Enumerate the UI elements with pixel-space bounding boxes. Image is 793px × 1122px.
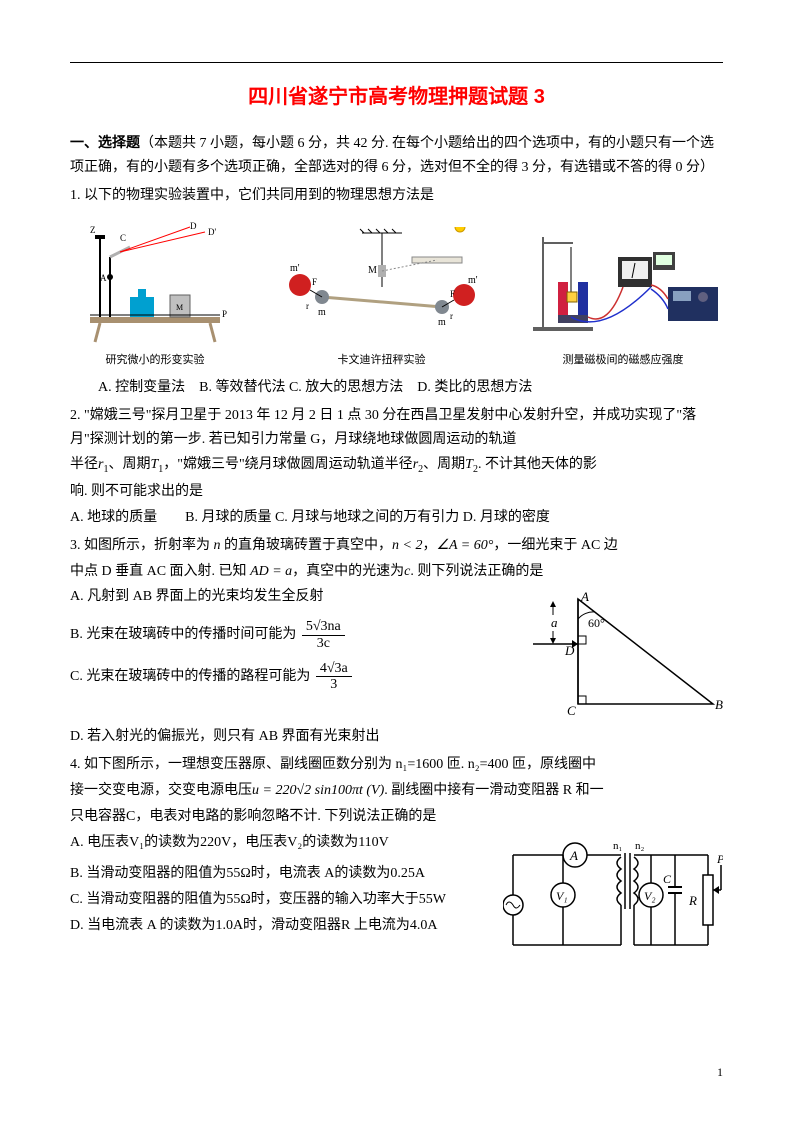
q3-optA-text: A. 凡射到 AB 界面上的光束均发生全反射 <box>70 589 324 604</box>
q3-triangle-figure: A B C D a 60° <box>523 589 723 719</box>
q3-angleA: ∠A = 60° <box>436 538 493 553</box>
q1-diagram-2: M m m m' m' F F r r 卡文迪许 <box>282 227 482 370</box>
q2-optA: A. 地球的质量 <box>70 510 157 525</box>
q1-stem: 1. 以下的物理实验装置中，它们共同用到的物理思想方法是 <box>70 184 723 208</box>
q1-caption-1: 研究微小的形变实验 <box>106 351 205 370</box>
q2-options-line: A. 地球的质量 B. 月球的质量 C. 月球与地球之间的万有引力 D. 月球的… <box>70 506 723 530</box>
magnetic-measurement-svg <box>523 227 723 347</box>
svg-text:M: M <box>176 303 183 312</box>
q3-l2b: ，真空中的光速为 <box>292 564 404 579</box>
q2-line2: 半径r1、周期T1，"嫦娥三号"绕月球做圆周运动轨道半径r2、周期T2. 不计其… <box>70 453 723 478</box>
q4-circuit-figure: A n₁ n₂ V₁ V₂ C P R <box>503 835 723 965</box>
q4-fig-n2: n₂ <box>635 840 645 852</box>
q3-nlt2: n < 2 <box>392 538 422 553</box>
svg-text:C: C <box>120 233 126 243</box>
q4-fig-R: R <box>688 893 697 908</box>
q3-frac2: 4√3a 3 <box>316 661 352 693</box>
q3-l2c: . 则下列说法正确的是 <box>410 564 543 579</box>
q4-fig-C: C <box>663 872 672 886</box>
section-1-heading: 一、选择题 <box>70 136 140 151</box>
q3-frac1: 5√3na 3c <box>302 619 345 651</box>
q1-diagram-1: M A C Z D D' P 研究微小的形变实验 <box>70 217 240 370</box>
q2-l2d: 、周期 <box>423 457 465 472</box>
svg-text:m': m' <box>468 275 478 286</box>
section-1-instructions: （本题共 7 小题，每小题 6 分，共 42 分. 在每个小题给出的四个选项中，… <box>70 136 714 175</box>
q3-frac2-num: 4√3a <box>316 661 352 677</box>
q2-line1: 2. "嫦娥三号"探月卫星于 2013 年 12 月 2 日 1 点 30 分在… <box>70 404 723 452</box>
deformation-experiment-svg: M A C Z D D' P <box>70 217 240 347</box>
q3-optC-pre: C. 光束在玻璃砖中的传播的路程可能为 <box>70 669 310 684</box>
q2-l2e: . 不计其他天体的影 <box>478 457 597 472</box>
q3-line2: 中点 D 垂直 AC 面入射. 已知 AD = a，真空中的光速为c. 则下列说… <box>70 560 723 584</box>
q3-frac1-den: 3c <box>302 636 345 651</box>
q3-l1a: 3. 如图所示，折射率为 <box>70 538 210 553</box>
svg-text:P: P <box>222 309 227 319</box>
q2-l2b: 、周期 <box>108 457 150 472</box>
q3-fig-angle: 60° <box>588 616 605 630</box>
section-1-heading-line: 一、选择题（本题共 7 小题，每小题 6 分，共 42 分. 在每个小题给出的四… <box>70 132 723 180</box>
q4-line2: 接一交变电源，交变电源电压u = 220√2 sin100πt (V). 副线圈… <box>70 779 723 803</box>
page-number: 1 <box>717 1062 723 1082</box>
q1-options: A. 控制变量法 B. 等效替代法 C. 放大的思想方法 D. 类比的思想方法 <box>70 376 723 400</box>
q3-l1c: ， <box>422 538 436 553</box>
exam-title: 四川省遂宁市高考物理押题试题 3 <box>70 80 723 114</box>
svg-text:A: A <box>100 273 107 283</box>
q3-l2a: 中点 D 垂直 AC 面入射. 已知 <box>70 564 247 579</box>
top-rule <box>70 62 723 63</box>
q2-l2c: ，"嫦娥三号"绕月球做圆周运动轨道半径 <box>163 457 412 472</box>
q1-caption-2: 卡文迪许扭秤实验 <box>338 351 426 370</box>
q4-fig-V1: V₁ <box>556 889 568 903</box>
svg-text:Z: Z <box>90 225 96 235</box>
q4-l2b: . 副线圈中接有一滑动变阻器 R 和一 <box>384 783 603 798</box>
q4-fig-A: A <box>569 848 578 863</box>
q3-fig-A: A <box>580 589 589 604</box>
q1-diagram-row: M A C Z D D' P 研究微小的形变实验 <box>70 217 723 370</box>
svg-text:r: r <box>450 311 453 321</box>
svg-text:F: F <box>312 277 317 287</box>
q1-caption-3: 测量磁极间的磁感应强度 <box>563 351 684 370</box>
q3-l1d: ，一细光束于 AC 边 <box>493 538 617 553</box>
svg-text:m: m <box>438 317 446 328</box>
svg-text:D': D' <box>208 227 216 237</box>
q2-l2a: 半径 <box>70 457 98 472</box>
svg-text:r: r <box>306 301 309 311</box>
q3-n: n <box>214 538 221 553</box>
q3-optD: D. 若入射光的偏振光，则只有 AB 界面有光束射出 <box>70 725 723 749</box>
q4-line1: 4. 如下图所示，一理想变压器原、副线圈匝数分别为 n₁=1600 匝. n₂=… <box>70 753 723 777</box>
q3-frac1-num: 5√3na <box>302 619 345 635</box>
q4-fig-V2: V₂ <box>644 889 656 903</box>
q3-frac2-den: 3 <box>316 677 352 692</box>
cavendish-experiment-svg: M m m m' m' F F r r <box>282 227 482 347</box>
q4-l2a: 接一交变电源，交变电源电压 <box>70 783 252 798</box>
svg-text:m': m' <box>290 263 300 274</box>
q3-fig-D: D <box>564 643 575 658</box>
q4-line3: 只电容器C，电表对电路的影响忽略不计. 下列说法正确的是 <box>70 805 723 829</box>
q3-fig-B: B <box>715 697 723 712</box>
q3-fig-a: a <box>551 615 558 630</box>
q4-u-expr: u = 220√2 sin100πt (V) <box>252 783 384 798</box>
q4-fig-P: P <box>716 852 723 866</box>
q3-fig-C: C <box>567 703 576 718</box>
q4-fig-n1: n₁ <box>613 840 623 852</box>
svg-text:F: F <box>450 289 455 299</box>
svg-text:D: D <box>190 221 197 231</box>
svg-text:m: m <box>318 307 326 318</box>
q2-line3: 响. 则不可能求出的是 <box>70 480 723 504</box>
q3-optB-pre: B. 光束在玻璃砖中的传播时间可能为 <box>70 627 296 642</box>
svg-text:M: M <box>368 265 377 276</box>
q2-optBCD: B. 月球的质量 C. 月球与地球之间的万有引力 D. 月球的密度 <box>185 510 550 525</box>
q1-diagram-3: 测量磁极间的磁感应强度 <box>523 227 723 370</box>
q3-line1: 3. 如图所示，折射率为 n 的直角玻璃砖置于真空中，n < 2，∠A = 60… <box>70 534 723 558</box>
q3-l1b: 的直角玻璃砖置于真空中， <box>224 538 392 553</box>
q2-T2: T <box>465 457 473 472</box>
q3-ADa: AD = a <box>250 564 292 579</box>
